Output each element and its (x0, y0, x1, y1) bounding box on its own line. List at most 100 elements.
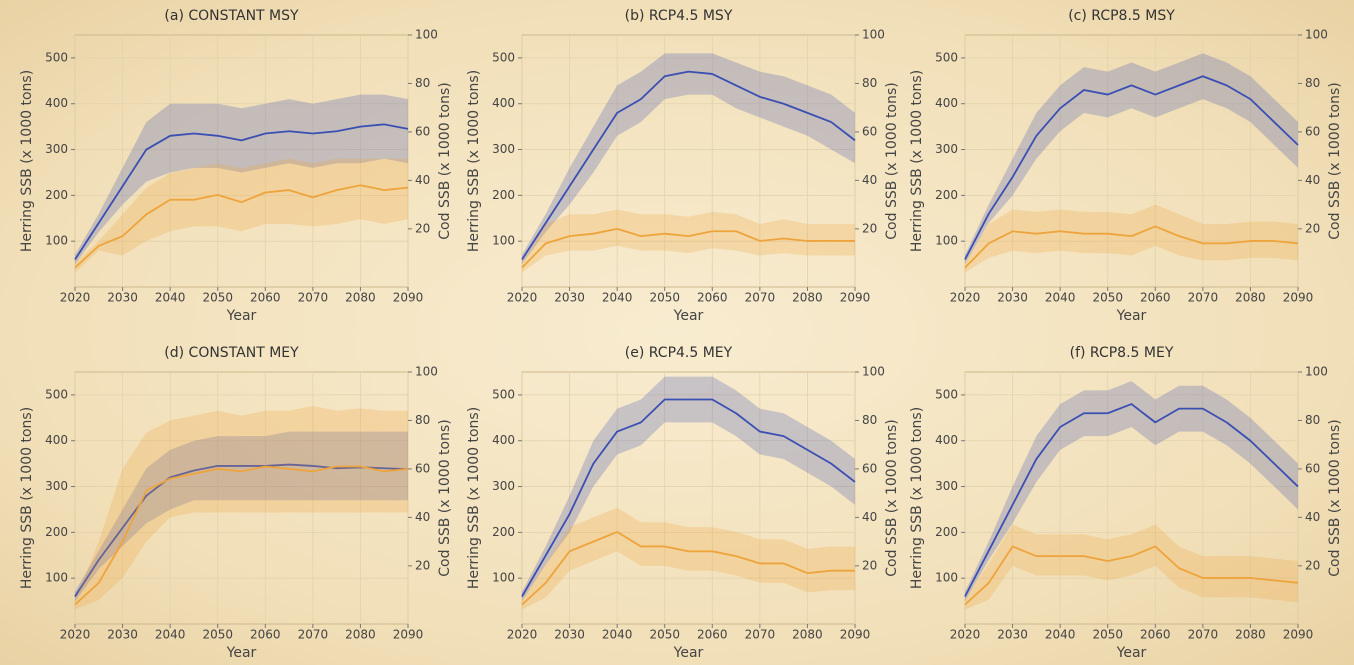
x-tick-label: 2050 (1092, 628, 1123, 642)
y2-tick-label: 20 (862, 221, 877, 235)
subplot-title: (b) RCP4.5 MSY (625, 8, 733, 24)
x-tick-label: 2060 (250, 628, 281, 642)
x-axis-label: Year (1116, 308, 1147, 324)
series-line (521, 531, 855, 606)
uncertainty-band (522, 376, 855, 602)
x-tick-label: 2020 (60, 628, 91, 642)
y2-tick-label: 60 (1305, 461, 1320, 475)
x-tick-label: 2090 (840, 628, 871, 642)
y-tick-label: 100 (492, 234, 515, 248)
series-line (964, 545, 1299, 606)
x-tick-label: 2090 (1283, 291, 1314, 305)
y-axis-label: Herring SSB (x 1000 tons) (19, 70, 35, 252)
y-tick-label: 300 (45, 479, 68, 493)
y-tick-label: 100 (45, 571, 68, 585)
y-tick-label: 200 (45, 525, 68, 539)
x-axis-label: Year (226, 308, 257, 324)
uncertainty-band (75, 158, 408, 273)
subplot: 2020 2030 2040 2050 2060 2070 2080 209010020030… (19, 345, 453, 661)
y-tick-label: 400 (935, 433, 958, 447)
y-tick-label: 400 (45, 433, 68, 447)
y2-tick-label: 100 (862, 365, 885, 379)
series-line (521, 70, 856, 260)
y2-axis-label: Cod SSB (x 1000 tons) (884, 82, 900, 239)
y-tick-label: 200 (492, 188, 515, 202)
y-tick-label: 300 (492, 142, 515, 156)
y-axis-label: Herring SSB (x 1000 tons) (466, 407, 482, 589)
subplot: 2020 2030 2040 2050 2060 2070 2080 209010020030… (466, 8, 900, 324)
x-tick-label: 2080 (792, 291, 823, 305)
x-tick-label: 2070 (745, 628, 776, 642)
y-axis-label: Herring SSB (x 1000 tons) (466, 70, 482, 252)
x-tick-label: 2030 (107, 291, 138, 305)
x-tick-label: 2090 (840, 291, 871, 305)
y2-tick-label: 20 (415, 221, 430, 235)
y2-tick-label: 60 (862, 461, 877, 475)
y-tick-label: 200 (492, 525, 515, 539)
x-tick-label: 2070 (745, 291, 776, 305)
x-tick-label: 2030 (997, 628, 1028, 642)
y2-tick-label: 80 (415, 76, 430, 90)
series-line (964, 403, 1299, 597)
y2-tick-label: 80 (1305, 76, 1320, 90)
y2-axis-label: Cod SSB (x 1000 tons) (437, 419, 453, 576)
y-axis-label: Herring SSB (x 1000 tons) (909, 407, 925, 589)
y-tick-label: 100 (935, 571, 958, 585)
x-tick-label: 2080 (345, 291, 376, 305)
y2-tick-label: 100 (862, 28, 885, 42)
y2-tick-label: 20 (1305, 221, 1320, 235)
y2-tick-label: 40 (862, 510, 877, 524)
y-tick-label: 500 (45, 387, 68, 401)
x-tick-label: 2060 (697, 628, 728, 642)
subplot: 2020 2030 2040 2050 2060 2070 2080 209010020030… (19, 8, 453, 324)
y-tick-label: 500 (935, 387, 958, 401)
y2-tick-label: 40 (415, 173, 430, 187)
y-tick-label: 300 (492, 479, 515, 493)
series-line (964, 225, 1299, 269)
x-tick-label: 2050 (649, 628, 680, 642)
x-tick-label: 2070 (298, 291, 329, 305)
x-tick-label: 2060 (697, 291, 728, 305)
x-axis-label: Year (673, 645, 704, 661)
y2-tick-label: 80 (1305, 413, 1320, 427)
x-tick-label: 2090 (393, 628, 424, 642)
subplot-title: (a) CONSTANT MSY (164, 8, 299, 24)
y2-tick-label: 20 (1305, 558, 1320, 572)
subplot-title: (e) RCP4.5 MEY (625, 345, 733, 361)
y-tick-label: 300 (935, 142, 958, 156)
y2-tick-label: 20 (862, 558, 877, 572)
x-tick-label: 2030 (107, 628, 138, 642)
series-line (74, 184, 409, 269)
y-tick-label: 200 (935, 188, 958, 202)
y-axis-label: Herring SSB (x 1000 tons) (909, 70, 925, 252)
y2-tick-label: 60 (415, 124, 430, 138)
y-tick-label: 300 (935, 479, 958, 493)
y2-tick-label: 40 (1305, 173, 1320, 187)
y2-axis-label: Cod SSB (x 1000 tons) (1327, 82, 1343, 239)
x-tick-label: 2040 (602, 628, 633, 642)
y2-tick-label: 100 (1305, 365, 1328, 379)
x-tick-label: 2020 (60, 291, 91, 305)
y-tick-label: 500 (492, 387, 515, 401)
x-tick-label: 2040 (602, 291, 633, 305)
x-tick-label: 2050 (202, 291, 233, 305)
x-tick-label: 2060 (250, 291, 281, 305)
uncertainty-band (522, 209, 855, 273)
series-line (521, 398, 856, 597)
y-tick-label: 400 (45, 96, 68, 110)
y-tick-label: 100 (492, 571, 515, 585)
x-tick-label: 2080 (1235, 291, 1266, 305)
y2-tick-label: 40 (415, 510, 430, 524)
y2-tick-label: 100 (1305, 28, 1328, 42)
x-tick-label: 2050 (202, 628, 233, 642)
subplot: 2020 2030 2040 2050 2060 2070 2080 209010020030… (909, 345, 1343, 661)
subplot: 2020 2030 2040 2050 2060 2070 2080 209010020030… (909, 8, 1343, 324)
y2-tick-label: 100 (415, 28, 438, 42)
x-tick-label: 2090 (1283, 628, 1314, 642)
subplot-title: (d) CONSTANT MEY (164, 345, 299, 361)
x-axis-label: Year (226, 645, 257, 661)
series-line (74, 465, 409, 606)
y-tick-label: 400 (492, 96, 515, 110)
